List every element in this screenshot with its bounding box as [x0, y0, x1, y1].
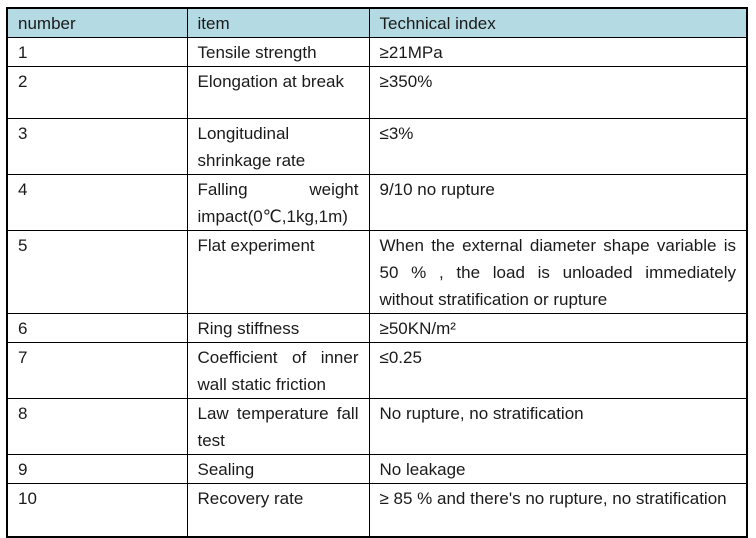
- column-header-technical-index: Technical index: [368, 7, 748, 38]
- cell-number: 6: [6, 313, 188, 343]
- table-row: 3 Longitudinal shrinkage rate ≤3%: [6, 118, 748, 175]
- cell-number: 9: [6, 454, 188, 484]
- table-row: 1 Tensile strength ≥21MPa: [6, 37, 748, 67]
- cell-technical-index: ≤0.25: [368, 342, 748, 399]
- cell-item: Falling weight impact(0℃,1kg,1m): [186, 174, 370, 231]
- cell-item: Longitudinal shrinkage rate: [186, 118, 370, 175]
- cell-number: 3: [6, 118, 188, 175]
- cell-number: 1: [6, 37, 188, 67]
- table-row: 4 Falling weight impact(0℃,1kg,1m) 9/10 …: [6, 174, 748, 231]
- cell-item: Elongation at break: [186, 66, 370, 119]
- table-row: 10 Recovery rate ≥ 85 % and there's no r…: [6, 483, 748, 537]
- column-header-number: number: [6, 7, 188, 38]
- cell-item: Tensile strength: [186, 37, 370, 67]
- cell-technical-index: ≤3%: [368, 118, 748, 175]
- table-row: 6 Ring stiffness ≥50KN/m²: [6, 313, 748, 343]
- cell-item: Coefficient of inner wall static frictio…: [186, 342, 370, 399]
- cell-technical-index: No leakage: [368, 454, 748, 484]
- table-row: 9 Sealing No leakage: [6, 454, 748, 484]
- cell-number: 7: [6, 342, 188, 399]
- cell-technical-index: ≥350%: [368, 66, 748, 119]
- cell-technical-index: ≥50KN/m²: [368, 313, 748, 343]
- table-row: 2 Elongation at break ≥350%: [6, 66, 748, 119]
- cell-number: 8: [6, 398, 188, 455]
- header-row: number item Technical index: [6, 7, 748, 38]
- column-header-item: item: [186, 7, 370, 38]
- table-row: 7 Coefficient of inner wall static frict…: [6, 342, 748, 399]
- table-row: 8 Law temperature fall test No rupture, …: [6, 398, 748, 455]
- cell-number: 5: [6, 230, 188, 314]
- cell-item: Sealing: [186, 454, 370, 484]
- cell-item: Recovery rate: [186, 483, 370, 537]
- cell-technical-index: 9/10 no rupture: [368, 174, 748, 231]
- cell-number: 10: [6, 483, 188, 537]
- table-row: 5 Flat experiment When the external diam…: [6, 230, 748, 314]
- cell-item: Ring stiffness: [186, 313, 370, 343]
- cell-number: 4: [6, 174, 188, 231]
- cell-technical-index: No rupture, no stratification: [368, 398, 748, 455]
- cell-number: 2: [6, 66, 188, 119]
- technical-index-table: number item Technical index 1 Tensile st…: [6, 7, 748, 538]
- cell-technical-index: When the external diameter shape variabl…: [368, 230, 748, 314]
- cell-item: Flat experiment: [186, 230, 370, 314]
- cell-item: Law temperature fall test: [186, 398, 370, 455]
- cell-technical-index: ≥ 85 % and there's no rupture, no strati…: [368, 483, 748, 537]
- cell-technical-index: ≥21MPa: [368, 37, 748, 67]
